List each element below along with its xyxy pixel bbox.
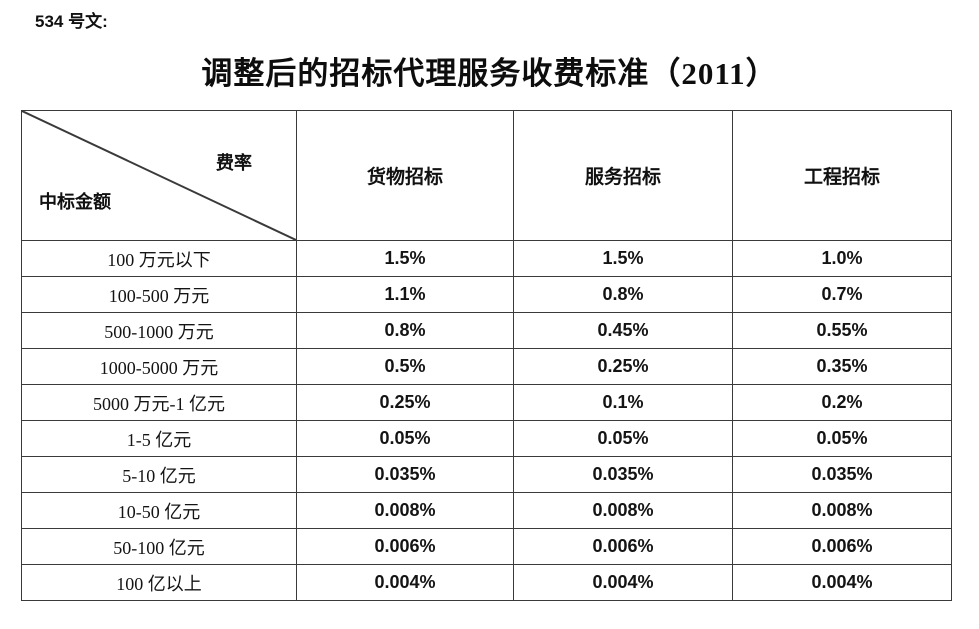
rate-value-cell: 0.05% bbox=[296, 420, 514, 457]
rate-value-cell: 0.55% bbox=[732, 312, 952, 349]
rate-value-cell: 0.008% bbox=[513, 492, 733, 529]
amount-range-cell: 100-500 万元 bbox=[21, 276, 297, 313]
corner-label-rate: 费率 bbox=[216, 153, 252, 173]
rate-value-cell: 1.1% bbox=[296, 276, 514, 313]
amount-range-cell: 500-1000 万元 bbox=[21, 312, 297, 349]
rate-value-cell: 0.035% bbox=[296, 456, 514, 493]
rate-value-cell: 0.7% bbox=[732, 276, 952, 313]
rate-value-cell: 0.006% bbox=[732, 528, 952, 565]
rate-value-cell: 1.5% bbox=[296, 240, 514, 277]
rate-value-cell: 0.45% bbox=[513, 312, 733, 349]
rate-value-cell: 0.006% bbox=[296, 528, 514, 565]
rate-value-cell: 0.5% bbox=[296, 348, 514, 385]
amount-range-cell: 100 万元以下 bbox=[21, 240, 297, 277]
column-header-works-bidding: 工程招标 bbox=[732, 110, 952, 241]
rate-value-cell: 0.008% bbox=[732, 492, 952, 529]
rate-value-cell: 0.05% bbox=[732, 420, 952, 457]
diagonal-divider-line bbox=[22, 111, 296, 240]
page-title: 调整后的招标代理服务收费标准（2011） bbox=[201, 56, 778, 91]
rate-value-cell: 0.004% bbox=[296, 564, 514, 601]
table-row: 1-5 亿元 0.05% 0.05% 0.05% bbox=[21, 420, 952, 457]
rate-value-cell: 1.5% bbox=[513, 240, 733, 277]
table-row: 5-10 亿元 0.035% 0.035% 0.035% bbox=[21, 456, 952, 493]
rate-value-cell: 0.2% bbox=[732, 384, 952, 421]
table-row: 50-100 亿元 0.006% 0.006% 0.006% bbox=[21, 528, 952, 565]
table-row: 10-50 亿元 0.008% 0.008% 0.008% bbox=[21, 492, 952, 529]
rate-value-cell: 1.0% bbox=[732, 240, 952, 277]
table-header-row: 费率 中标金额 货物招标 服务招标 工程招标 bbox=[21, 110, 952, 241]
amount-range-cell: 1000-5000 万元 bbox=[21, 348, 297, 385]
amount-range-cell: 50-100 亿元 bbox=[21, 528, 297, 565]
amount-range-cell: 10-50 亿元 bbox=[21, 492, 297, 529]
rate-value-cell: 0.35% bbox=[732, 348, 952, 385]
amount-range-cell: 1-5 亿元 bbox=[21, 420, 297, 457]
rate-value-cell: 0.8% bbox=[296, 312, 514, 349]
rate-value-cell: 0.1% bbox=[513, 384, 733, 421]
table-row: 100 万元以下 1.5% 1.5% 1.0% bbox=[21, 240, 952, 277]
fee-standard-table: 费率 中标金额 货物招标 服务招标 工程招标 100 万元以下 1.5% 1.5% 1… bbox=[21, 110, 952, 601]
rate-value-cell: 0.006% bbox=[513, 528, 733, 565]
amount-range-cell: 5-10 亿元 bbox=[21, 456, 297, 493]
rate-value-cell: 0.05% bbox=[513, 420, 733, 457]
rate-value-cell: 0.8% bbox=[513, 276, 733, 313]
corner-label-amount: 中标金额 bbox=[39, 192, 111, 212]
table-row: 500-1000 万元 0.8% 0.45% 0.55% bbox=[21, 312, 952, 349]
table-row: 100-500 万元 1.1% 0.8% 0.7% bbox=[21, 276, 952, 313]
corner-header-inner: 费率 中标金额 bbox=[22, 111, 296, 240]
column-header-goods-bidding: 货物招标 bbox=[296, 110, 514, 241]
rate-value-cell: 0.035% bbox=[513, 456, 733, 493]
table-row: 100 亿以上 0.004% 0.004% 0.004% bbox=[21, 564, 952, 601]
rate-value-cell: 0.25% bbox=[296, 384, 514, 421]
document-number: 534 号文: bbox=[35, 12, 108, 31]
corner-header-cell: 费率 中标金额 bbox=[21, 110, 297, 241]
amount-range-cell: 5000 万元-1 亿元 bbox=[21, 384, 297, 421]
rate-value-cell: 0.004% bbox=[732, 564, 952, 601]
table-row: 5000 万元-1 亿元 0.25% 0.1% 0.2% bbox=[21, 384, 952, 421]
rate-value-cell: 0.004% bbox=[513, 564, 733, 601]
table-row: 1000-5000 万元 0.5% 0.25% 0.35% bbox=[21, 348, 952, 385]
rate-value-cell: 0.008% bbox=[296, 492, 514, 529]
rate-value-cell: 0.25% bbox=[513, 348, 733, 385]
column-header-service-bidding: 服务招标 bbox=[513, 110, 733, 241]
amount-range-cell: 100 亿以上 bbox=[21, 564, 297, 601]
rate-value-cell: 0.035% bbox=[732, 456, 952, 493]
